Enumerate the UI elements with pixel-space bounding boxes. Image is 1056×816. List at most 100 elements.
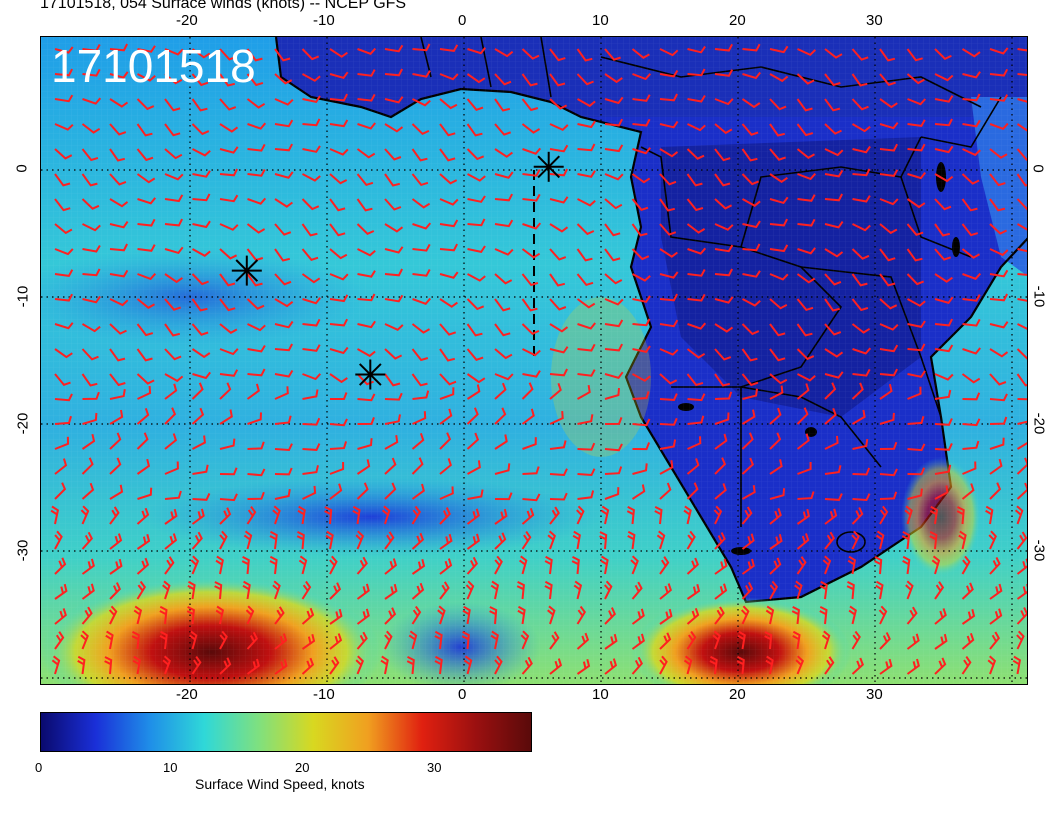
- colorbar: [40, 712, 532, 752]
- wind-barb: [384, 68, 403, 77]
- wind-barb: [819, 580, 828, 600]
- wind-barb: [659, 439, 677, 450]
- wind-barb: [219, 98, 237, 111]
- wind-barb: [164, 246, 184, 255]
- wind-barb: [741, 506, 753, 525]
- wind-barb: [987, 655, 997, 675]
- wind-barb: [961, 656, 972, 675]
- wind-barb: [384, 323, 404, 331]
- wind-barb: [824, 493, 843, 501]
- wind-barb: [439, 432, 452, 450]
- wind-barb: [246, 383, 260, 400]
- wind-barb: [742, 43, 761, 52]
- wind-barb: [521, 382, 534, 400]
- wind-barb: [549, 223, 569, 233]
- wind-barb: [356, 583, 370, 600]
- wind-barb: [109, 323, 127, 335]
- wind-barb: [466, 123, 483, 137]
- wind-barb: [82, 223, 101, 232]
- wind-barb: [274, 273, 292, 286]
- wind-barb: [82, 391, 100, 400]
- wind-barb: [604, 466, 623, 475]
- wind-barb: [934, 581, 945, 600]
- wind-barb: [357, 293, 376, 302]
- wind-map[interactable]: [41, 37, 1028, 685]
- wind-barb: [329, 441, 348, 450]
- wind-barb: [329, 48, 348, 58]
- wind-barb: [989, 94, 1009, 102]
- wind-barb: [549, 368, 568, 377]
- wind-barb: [164, 123, 181, 137]
- wind-barb: [519, 555, 528, 575]
- wind-barb: [742, 298, 761, 307]
- wind-barb: [411, 483, 425, 500]
- wind-barb: [1016, 148, 1027, 161]
- wind-barb: [356, 482, 369, 500]
- lon-label-bottom: -10: [313, 686, 335, 703]
- wind-barb: [219, 248, 238, 260]
- wind-barb: [572, 530, 581, 550]
- wind-barb: [797, 218, 816, 227]
- wind-barb: [192, 248, 211, 258]
- wind-barb: [934, 418, 953, 426]
- lon-label-top: 10: [592, 12, 609, 29]
- wind-barb: [246, 506, 257, 525]
- wind-barb: [136, 407, 150, 425]
- wind-barb: [219, 369, 239, 377]
- wind-barb: [741, 348, 758, 362]
- wind-barb: [54, 631, 65, 650]
- wind-barb: [109, 243, 128, 252]
- wind-barb: [411, 148, 428, 162]
- wind-barb: [302, 389, 319, 400]
- wind-barb: [406, 656, 415, 675]
- wind-barb: [989, 348, 1009, 358]
- wind-barb: [851, 48, 869, 61]
- wind-barb: [934, 373, 954, 381]
- wind-barb: [137, 385, 152, 400]
- wind-barb: [219, 298, 236, 312]
- wind-barb: [247, 441, 265, 450]
- wind-barb: [852, 368, 871, 377]
- wind-barb: [164, 533, 178, 550]
- map-frame[interactable]: 17101518: [40, 36, 1028, 685]
- wind-barb: [901, 531, 911, 550]
- wind-barb: [875, 580, 884, 600]
- wind-barb: [929, 505, 939, 525]
- wind-barb: [714, 148, 731, 162]
- wind-barb: [51, 655, 61, 675]
- wind-barb: [988, 530, 997, 550]
- wind-barb: [467, 218, 486, 227]
- wind-barb: [824, 73, 841, 87]
- page-title: 17101518, 054 Surface winds (knots) -- N…: [40, 0, 407, 12]
- wind-barb: [907, 443, 926, 452]
- wind-barb: [159, 605, 168, 625]
- wind-barb: [879, 344, 899, 353]
- wind-barb: [302, 173, 321, 182]
- wind-barb: [741, 432, 754, 450]
- wind-barb: [219, 630, 228, 650]
- wind-barb: [631, 48, 650, 60]
- wind-barb: [191, 348, 211, 359]
- wind-barb: [714, 323, 734, 333]
- wind-barb: [189, 630, 198, 650]
- wind-barb: [852, 145, 871, 154]
- wind-barb: [631, 656, 644, 675]
- wind-barb: [934, 442, 953, 451]
- wind-barb: [577, 442, 596, 451]
- wind-barb: [742, 270, 761, 278]
- wind-barb: [164, 556, 175, 575]
- wind-barb: [274, 488, 291, 500]
- wind-barb: [439, 486, 454, 500]
- wind-barb: [797, 462, 812, 475]
- wind-barb: [162, 655, 171, 675]
- wind-barb: [412, 70, 431, 78]
- wind-barb: [742, 388, 758, 400]
- wind-barb: [137, 197, 156, 205]
- wind-barb: [82, 412, 98, 425]
- wind-barb: [600, 555, 609, 575]
- wind-barb: [879, 658, 893, 675]
- wind-barb: [494, 171, 514, 179]
- wind-barb: [54, 608, 67, 625]
- wind-barb: [467, 245, 486, 254]
- wind-barb: [467, 273, 486, 282]
